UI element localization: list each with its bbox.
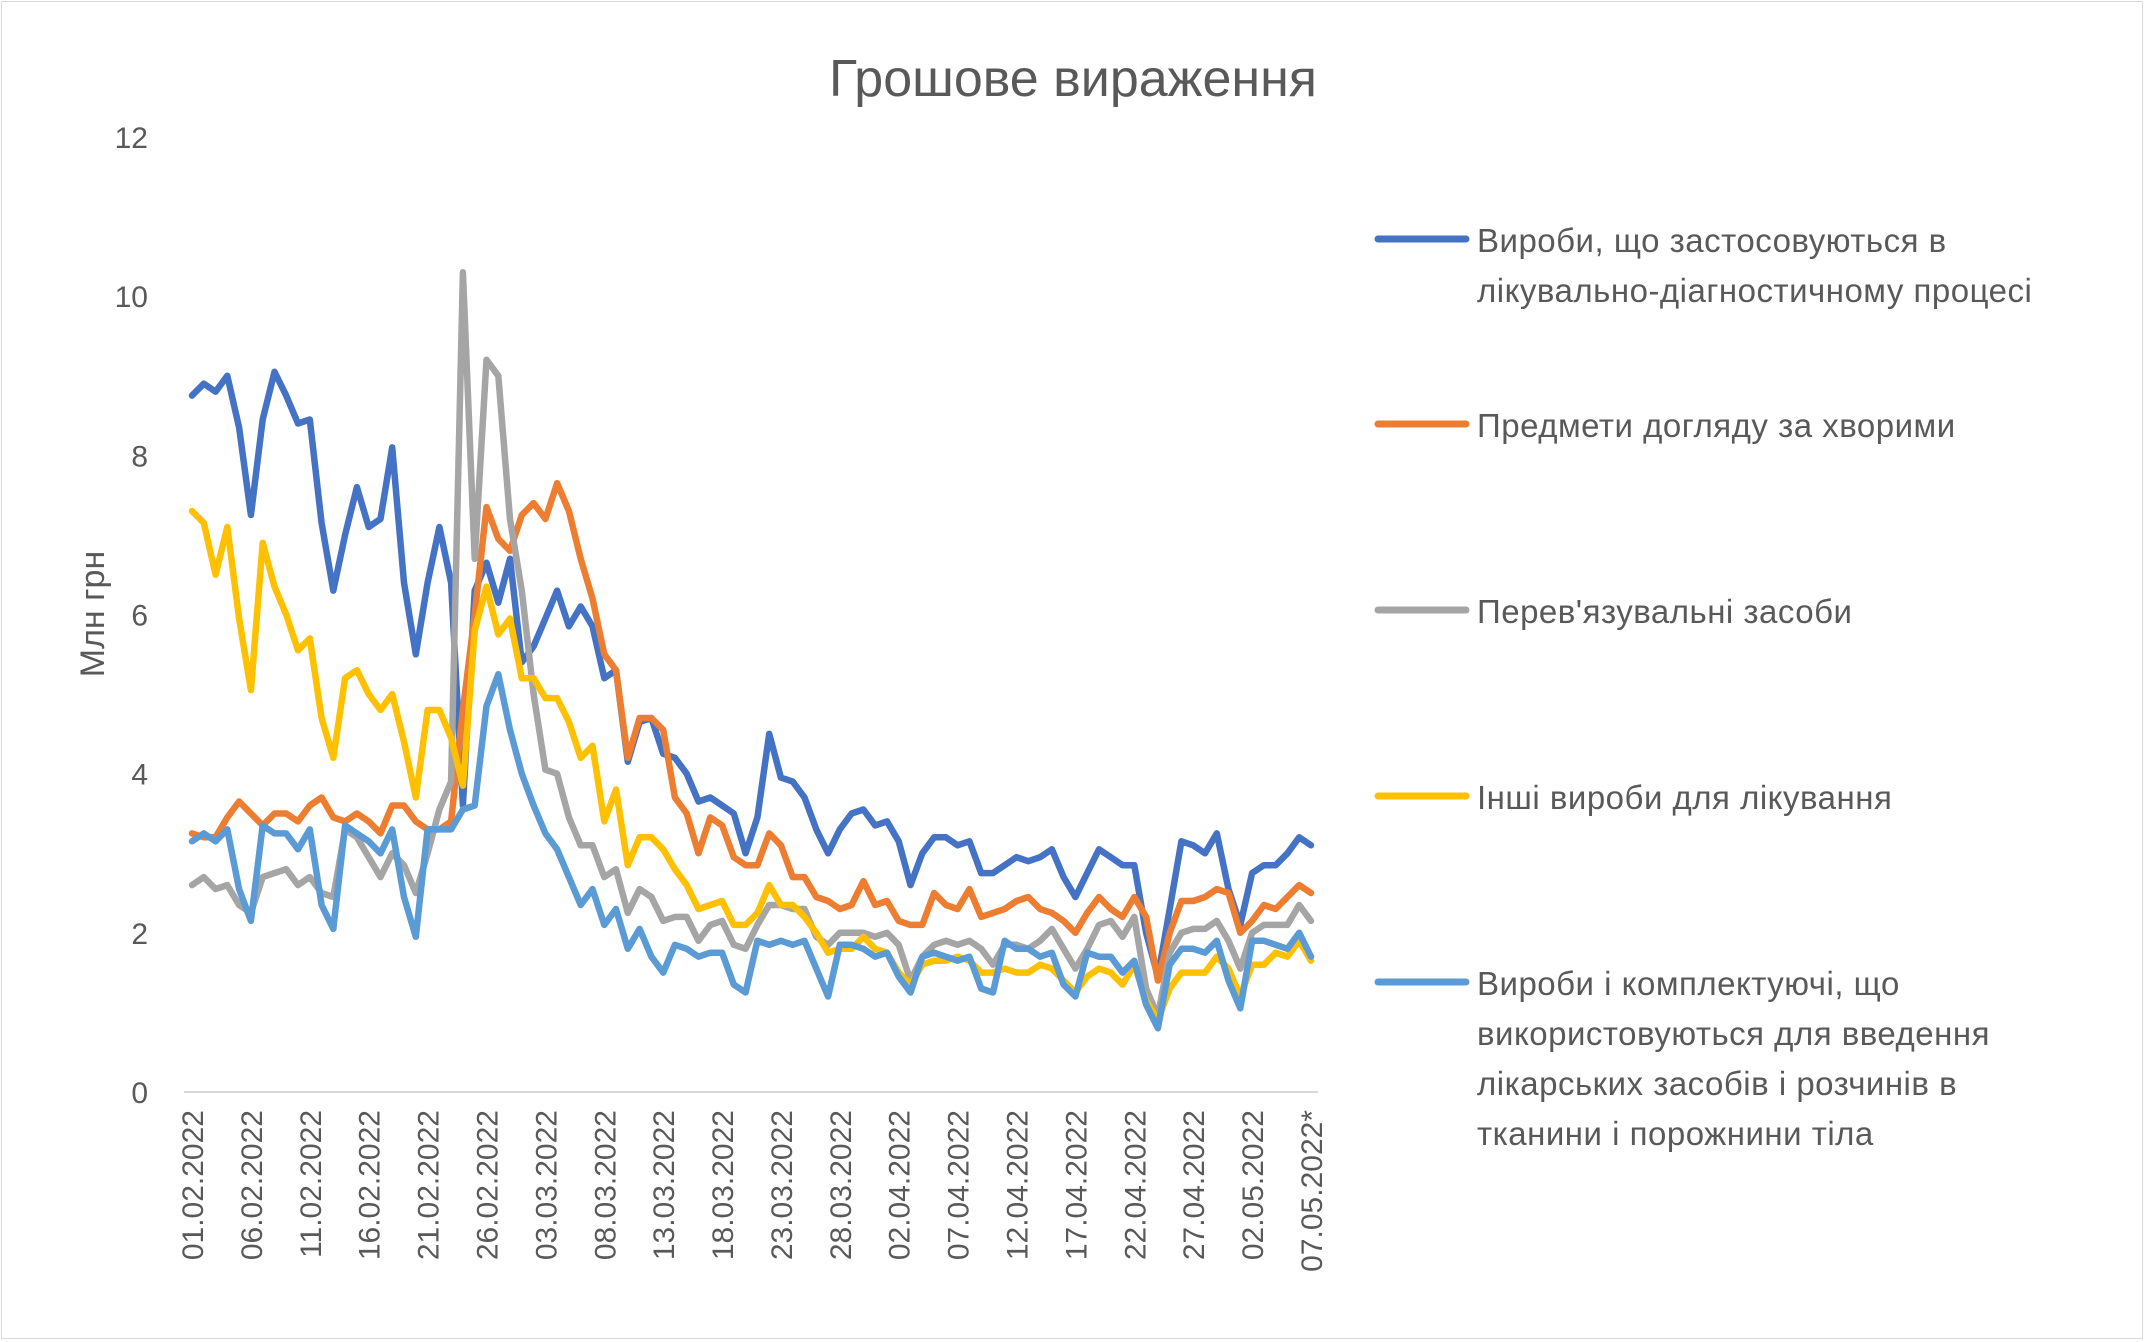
legend-item-4: Інші вироби для лікування xyxy=(1374,779,1892,816)
y-tick-label: 12 xyxy=(115,122,148,155)
legend-label: тканини і порожнини тіла xyxy=(1477,1115,1874,1152)
x-axis: 01.02.2022 06.02.2022 11.02.2022 16.02.2022… xyxy=(177,1110,1329,1272)
legend-label: використовуються для введення xyxy=(1477,1015,1990,1052)
x-tick-label: 02.05.2022 xyxy=(1237,1110,1270,1260)
legend-item-5: Вироби і комплектуючі, що використовуютьс… xyxy=(1374,965,1990,1152)
series-line-4 xyxy=(188,507,1315,1024)
legend-item-3: Перев'язувальні засоби xyxy=(1374,593,1852,630)
y-tick-label: 10 xyxy=(115,281,148,314)
series-line-1 xyxy=(188,368,1315,980)
y-tick-label: 2 xyxy=(131,918,148,951)
y-tick-label: 6 xyxy=(131,600,148,633)
series-line-5 xyxy=(188,670,1315,1032)
series-lines xyxy=(188,269,1315,1032)
chart-title: Грошове вираження xyxy=(829,50,1317,108)
legend: Вироби, що застосовуються в лікувально-ді… xyxy=(1374,222,2032,1152)
legend-item-2: Предмети догляду за хворими xyxy=(1374,407,1956,444)
x-tick-label: 18.03.2022 xyxy=(707,1110,740,1260)
x-tick-label: 16.02.2022 xyxy=(354,1110,387,1260)
x-tick-label: 02.04.2022 xyxy=(884,1110,917,1260)
x-tick-label: 26.02.2022 xyxy=(471,1110,504,1260)
x-tick-label: 28.03.2022 xyxy=(825,1110,858,1260)
x-tick-label: 03.03.2022 xyxy=(530,1110,563,1260)
legend-label: лікарських засобів і розчинів в xyxy=(1477,1065,1957,1102)
legend-label: Предмети догляду за хворими xyxy=(1477,407,1956,444)
x-tick-label: 27.04.2022 xyxy=(1178,1110,1211,1260)
y-axis: 0 2 4 6 8 10 12 xyxy=(115,122,148,1110)
series-line-2 xyxy=(188,479,1315,984)
y-tick-label: 0 xyxy=(131,1077,148,1110)
x-tick-label: 23.03.2022 xyxy=(766,1110,799,1260)
x-tick-label: 12.04.2022 xyxy=(1002,1110,1035,1260)
legend-label: лікувально-діагностичному процесі xyxy=(1477,272,2032,309)
y-tick-label: 4 xyxy=(131,759,148,792)
legend-label: Вироби і комплектуючі, що xyxy=(1477,965,1900,1002)
legend-item-1: Вироби, що застосовуються в лікувально-ді… xyxy=(1374,222,2032,309)
x-tick-label: 08.03.2022 xyxy=(589,1110,622,1260)
legend-label: Вироби, що застосовуються в xyxy=(1477,222,1947,259)
series-line-3 xyxy=(188,269,1315,1020)
x-tick-label: 11.02.2022 xyxy=(295,1110,328,1258)
x-tick-label: 07.04.2022 xyxy=(943,1110,976,1260)
x-tick-label: 13.03.2022 xyxy=(648,1110,681,1260)
y-tick-label: 8 xyxy=(131,440,148,473)
legend-label: Інші вироби для лікування xyxy=(1477,779,1892,816)
x-tick-label: 01.02.2022 xyxy=(177,1110,210,1260)
legend-label: Перев'язувальні засоби xyxy=(1477,593,1852,630)
x-tick-label: 07.05.2022* xyxy=(1296,1110,1329,1272)
y-axis-title: Млн грн xyxy=(74,551,112,677)
x-tick-label: 17.04.2022 xyxy=(1060,1110,1093,1260)
x-tick-label: 22.04.2022 xyxy=(1119,1110,1152,1260)
x-tick-label: 21.02.2022 xyxy=(413,1110,446,1260)
x-tick-label: 06.02.2022 xyxy=(236,1110,269,1260)
